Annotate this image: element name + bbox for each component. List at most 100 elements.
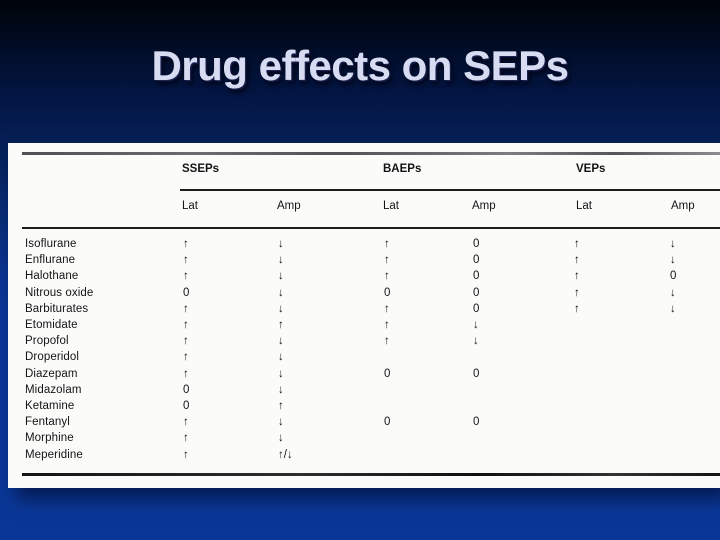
drug-name: Isoflurane bbox=[25, 238, 77, 250]
drug-name: Midazolam bbox=[25, 383, 82, 396]
ssep-lat-value: ↑ bbox=[183, 238, 189, 250]
baep-lat-value: ↑ bbox=[384, 302, 390, 315]
table-row: Nitrous oxide 0 ↓ 0 0 ↑ ↓ bbox=[8, 285, 720, 301]
baep-lat-value: 0 bbox=[384, 416, 391, 429]
drug-name: Diazepam bbox=[25, 367, 78, 380]
table-bottom-rule bbox=[22, 473, 720, 476]
vep-amp-value: ↓ bbox=[670, 286, 676, 299]
vep-lat-value: ↑ bbox=[574, 286, 580, 299]
table-row: Isoflurane ↑ ↓ ↑ 0 ↑ ↓ bbox=[8, 236, 720, 252]
vep-amp-value: ↓ bbox=[670, 302, 676, 315]
baep-amp-value: 0 bbox=[473, 416, 480, 429]
table-top-rule bbox=[22, 152, 720, 155]
ssep-amp-value: ↑ bbox=[278, 400, 284, 412]
ssep-amp-value: ↓ bbox=[278, 383, 284, 396]
ssep-lat-value: ↑ bbox=[183, 254, 189, 267]
header-body-divider-rule bbox=[22, 227, 720, 229]
baep-amp-value: 0 bbox=[473, 254, 480, 267]
ssep-amp-value: ↓ bbox=[278, 432, 284, 445]
baep-lat-value: 0 bbox=[384, 367, 391, 380]
table-row: Midazolam 0 ↓ bbox=[8, 382, 720, 398]
ssep-lat-value: ↑ bbox=[183, 335, 189, 348]
table-row: Fentanyl ↑ ↓ 0 0 bbox=[8, 414, 720, 430]
table-row: Enflurane ↑ ↓ ↑ 0 ↑ ↓ bbox=[8, 252, 720, 268]
baep-amp-value: 0 bbox=[473, 367, 480, 380]
ssep-amp-value: ↑ bbox=[278, 319, 284, 331]
ssep-lat-value: ↑ bbox=[183, 367, 189, 380]
baep-lat-value: ↑ bbox=[384, 270, 390, 283]
ssep-amp-value: ↓ bbox=[278, 254, 284, 267]
subheader-baep-lat: Lat bbox=[383, 200, 399, 212]
subheader-baep-amp: Amp bbox=[472, 200, 496, 212]
drug-name: Fentanyl bbox=[25, 416, 70, 429]
vep-lat-value: ↑ bbox=[574, 270, 580, 283]
drug-name: Halothane bbox=[25, 270, 79, 283]
group-header-baeps: BAEPs bbox=[383, 163, 422, 175]
subheader-vep-amp: Amp bbox=[671, 200, 695, 212]
ssep-amp-value: ↓ bbox=[278, 238, 284, 250]
ssep-amp-value: ↓ bbox=[278, 286, 284, 299]
vep-amp-value: 0 bbox=[670, 270, 677, 283]
subheader-ssep-lat: Lat bbox=[182, 200, 198, 212]
table-row: Etomidate ↑ ↑ ↑ ↓ bbox=[8, 317, 720, 333]
drug-name: Propofol bbox=[25, 335, 69, 348]
vep-amp-value: ↓ bbox=[670, 238, 676, 250]
drug-name: Meperidine bbox=[25, 448, 83, 461]
slide-title: Drug effects on SEPs bbox=[151, 42, 569, 89]
ssep-amp-value: ↑/↓ bbox=[278, 448, 293, 461]
drug-name: Droperidol bbox=[25, 351, 80, 364]
vep-lat-value: ↑ bbox=[574, 254, 580, 267]
ssep-lat-value: 0 bbox=[183, 383, 190, 396]
drug-name: Barbiturates bbox=[25, 302, 89, 315]
baep-lat-value: ↑ bbox=[384, 319, 390, 331]
baep-lat-value: 0 bbox=[384, 286, 391, 299]
ssep-lat-value: ↑ bbox=[183, 448, 189, 461]
baep-amp-value: 0 bbox=[473, 270, 480, 283]
table-row: Morphine ↑ ↓ bbox=[8, 430, 720, 446]
ssep-amp-value: ↓ bbox=[278, 367, 284, 380]
ssep-lat-value: ↑ bbox=[183, 319, 189, 331]
baep-lat-value: ↑ bbox=[384, 238, 390, 250]
group-header-veps: VEPs bbox=[576, 163, 606, 175]
baep-lat-value: ↑ bbox=[384, 254, 390, 267]
ssep-lat-value: 0 bbox=[183, 400, 190, 412]
subheader-vep-lat: Lat bbox=[576, 200, 592, 212]
drug-name: Nitrous oxide bbox=[25, 286, 94, 299]
ssep-lat-value: 0 bbox=[183, 286, 190, 299]
ssep-lat-value: ↑ bbox=[183, 351, 189, 364]
baep-amp-value: 0 bbox=[473, 302, 480, 315]
scanned-table-image: SSEPs BAEPs VEPs Lat Amp Lat Amp Lat Amp… bbox=[8, 143, 720, 488]
ssep-amp-value: ↓ bbox=[278, 302, 284, 315]
vep-amp-value: ↓ bbox=[670, 254, 676, 267]
drug-name: Morphine bbox=[25, 432, 74, 445]
drug-name: Etomidate bbox=[25, 319, 78, 331]
ssep-amp-value: ↓ bbox=[278, 351, 284, 364]
baep-amp-value: 0 bbox=[473, 286, 480, 299]
baep-amp-value: ↓ bbox=[473, 335, 479, 348]
table-row: Barbiturates ↑ ↓ ↑ 0 ↑ ↓ bbox=[8, 301, 720, 317]
ssep-amp-value: ↓ bbox=[278, 335, 284, 348]
table-row: Propofol ↑ ↓ ↑ ↓ bbox=[8, 333, 720, 349]
ssep-lat-value: ↑ bbox=[183, 416, 189, 429]
group-header-underline bbox=[180, 189, 720, 191]
table-row: Diazepam ↑ ↓ 0 0 bbox=[8, 366, 720, 382]
drug-name: Ketamine bbox=[25, 400, 75, 412]
vep-lat-value: ↑ bbox=[574, 238, 580, 250]
group-header-sseps: SSEPs bbox=[182, 163, 220, 175]
baep-amp-value: 0 bbox=[473, 238, 480, 250]
table-row: Droperidol ↑ ↓ bbox=[8, 349, 720, 365]
ssep-amp-value: ↓ bbox=[278, 416, 284, 429]
drug-name: Enflurane bbox=[25, 254, 76, 267]
ssep-lat-value: ↑ bbox=[183, 270, 189, 283]
ssep-lat-value: ↑ bbox=[183, 302, 189, 315]
table-row: Meperidine ↑ ↑/↓ bbox=[8, 447, 720, 463]
vep-lat-value: ↑ bbox=[574, 302, 580, 315]
baep-amp-value: ↓ bbox=[473, 319, 479, 331]
ssep-amp-value: ↓ bbox=[278, 270, 284, 283]
table-row: Halothane ↑ ↓ ↑ 0 ↑ 0 bbox=[8, 268, 720, 284]
subheader-ssep-amp: Amp bbox=[277, 200, 301, 212]
table-row: Ketamine 0 ↑ bbox=[8, 398, 720, 414]
ssep-lat-value: ↑ bbox=[183, 432, 189, 445]
baep-lat-value: ↑ bbox=[384, 335, 390, 348]
